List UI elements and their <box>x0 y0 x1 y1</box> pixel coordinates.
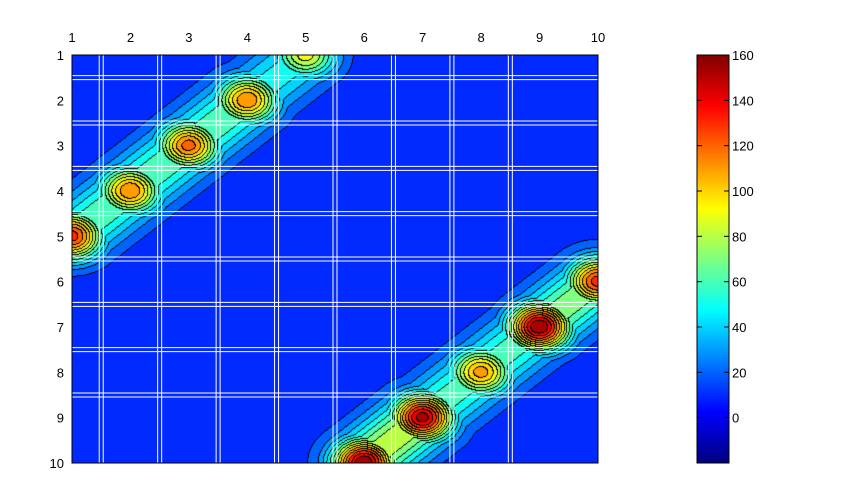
colorbar-tick-label: 80 <box>732 229 746 244</box>
colorbar-tick-label: 160 <box>732 48 754 63</box>
x-tick-label: 8 <box>477 30 484 45</box>
contour-plot: 1 2 3 4 5 6 7 8 9 10 1 2 3 4 5 6 7 8 9 10 <box>50 30 606 471</box>
x-tick-label: 6 <box>361 30 368 45</box>
colorbar-tick-label: 120 <box>732 139 754 154</box>
x-axis-ticks: 1 2 3 4 5 6 7 8 9 10 <box>68 30 605 45</box>
colorbar-frame <box>696 54 730 464</box>
y-tick-label: 10 <box>50 456 64 471</box>
colorbar-tick-label: 60 <box>732 275 746 290</box>
y-tick-label: 7 <box>57 320 64 335</box>
x-tick-label: 1 <box>68 30 75 45</box>
y-tick-label: 8 <box>57 365 64 380</box>
colorbar-gradient <box>697 55 729 463</box>
y-axis-ticks: 1 2 3 4 5 6 7 8 9 10 <box>50 48 64 471</box>
contour-fill <box>72 55 598 463</box>
x-tick-label: 10 <box>591 30 605 45</box>
colorbar-tick-label: 100 <box>732 184 754 199</box>
colorbar-ticks: 0 20 40 60 80 100 120 140 160 <box>697 48 754 426</box>
y-tick-label: 1 <box>57 48 64 63</box>
colorbar-tick-label: 0 <box>732 411 739 426</box>
x-tick-label: 7 <box>419 30 426 45</box>
y-tick-label: 2 <box>57 93 64 108</box>
x-tick-label: 2 <box>127 30 134 45</box>
x-tick-label: 9 <box>536 30 543 45</box>
y-tick-label: 3 <box>57 139 64 154</box>
colorbar-tick-label: 20 <box>732 365 746 380</box>
y-tick-label: 9 <box>57 411 64 426</box>
colorbar-tick-label: 40 <box>732 320 746 335</box>
x-tick-label: 5 <box>302 30 309 45</box>
colorbar-tick-label: 140 <box>732 93 754 108</box>
y-tick-label: 5 <box>57 229 64 244</box>
y-tick-label: 4 <box>57 184 64 199</box>
x-tick-label: 4 <box>244 30 251 45</box>
x-tick-label: 3 <box>185 30 192 45</box>
y-tick-label: 6 <box>57 275 64 290</box>
colorbar: 0 20 40 60 80 100 120 140 160 <box>696 48 754 464</box>
grid-lines <box>72 55 598 463</box>
plot-frame <box>71 54 599 464</box>
